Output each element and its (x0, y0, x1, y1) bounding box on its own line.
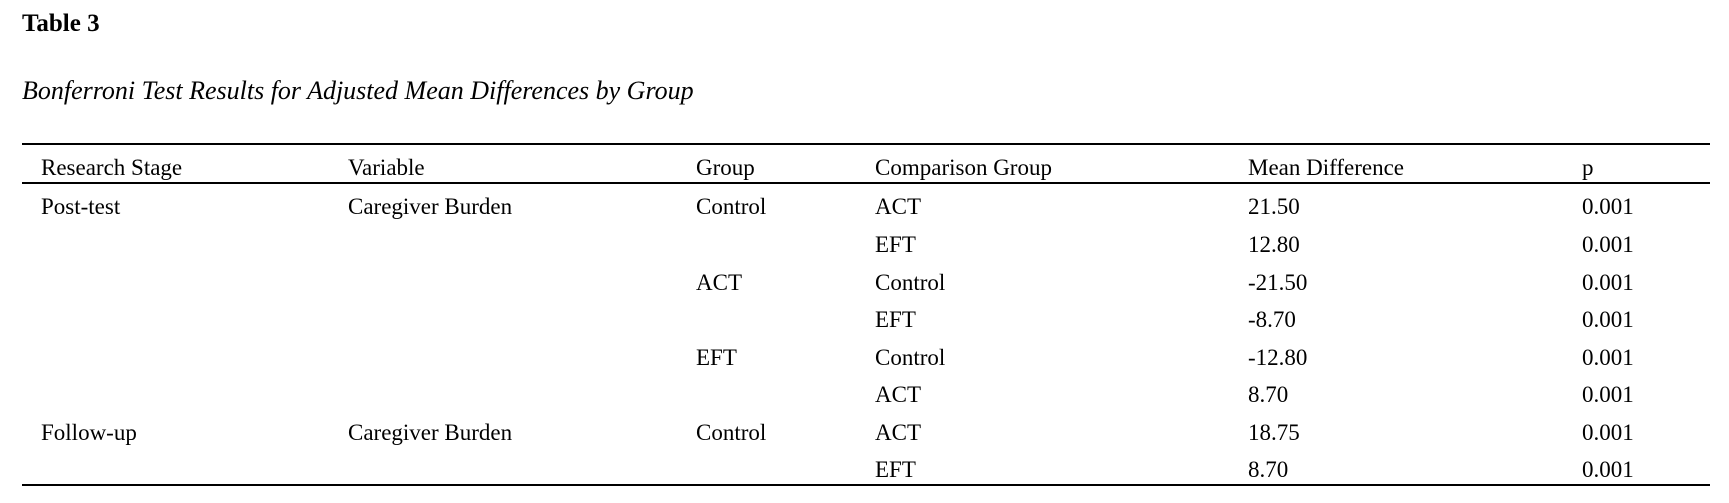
cell-p-value: 0.001 (1582, 345, 1634, 370)
cell-p-value: 0.001 (1582, 420, 1634, 445)
cell-mean-difference: 8.70 (1248, 457, 1289, 482)
cell-research-stage: Post-test (41, 194, 121, 219)
cell-comparison-group: EFT (875, 457, 916, 482)
cell-comparison-group: ACT (875, 194, 921, 219)
cell-comparison-group: Control (875, 270, 946, 295)
top-rule (22, 143, 1710, 145)
cell-p-value: 0.001 (1582, 307, 1634, 332)
header-p-value: p (1582, 155, 1594, 180)
cell-p-value: 0.001 (1582, 382, 1634, 407)
cell-comparison-group: ACT (875, 420, 921, 445)
cell-mean-difference: 8.70 (1248, 382, 1289, 407)
header-group: Group (696, 155, 755, 180)
cell-group: Control (696, 420, 767, 445)
cell-p-value: 0.001 (1582, 232, 1634, 257)
cell-mean-difference: -8.70 (1248, 307, 1296, 332)
header-research-stage: Research Stage (41, 155, 183, 180)
header-rule (22, 182, 1710, 184)
header-mean-difference: Mean Difference (1248, 155, 1405, 180)
cell-mean-difference: 18.75 (1248, 420, 1300, 445)
cell-mean-difference: -21.50 (1248, 270, 1308, 295)
cell-comparison-group: ACT (875, 382, 921, 407)
header-comparison-group: Comparison Group (875, 155, 1052, 180)
cell-variable: Caregiver Burden (348, 420, 513, 445)
cell-mean-difference: 21.50 (1248, 194, 1300, 219)
table-number: Table 3 (22, 10, 100, 37)
bottom-rule (22, 484, 1710, 486)
cell-research-stage: Follow-up (41, 420, 137, 445)
cell-group: ACT (696, 270, 742, 295)
cell-group: Control (696, 194, 767, 219)
cell-mean-difference: -12.80 (1248, 345, 1308, 370)
cell-group: EFT (696, 345, 737, 370)
cell-mean-difference: 12.80 (1248, 232, 1300, 257)
header-variable: Variable (348, 155, 425, 180)
cell-comparison-group: Control (875, 345, 946, 370)
cell-comparison-group: EFT (875, 307, 916, 332)
table-caption: Bonferroni Test Results for Adjusted Mea… (22, 76, 694, 105)
cell-p-value: 0.001 (1582, 270, 1634, 295)
cell-comparison-group: EFT (875, 232, 916, 257)
cell-p-value: 0.001 (1582, 194, 1634, 219)
cell-p-value: 0.001 (1582, 457, 1634, 482)
cell-variable: Caregiver Burden (348, 194, 513, 219)
